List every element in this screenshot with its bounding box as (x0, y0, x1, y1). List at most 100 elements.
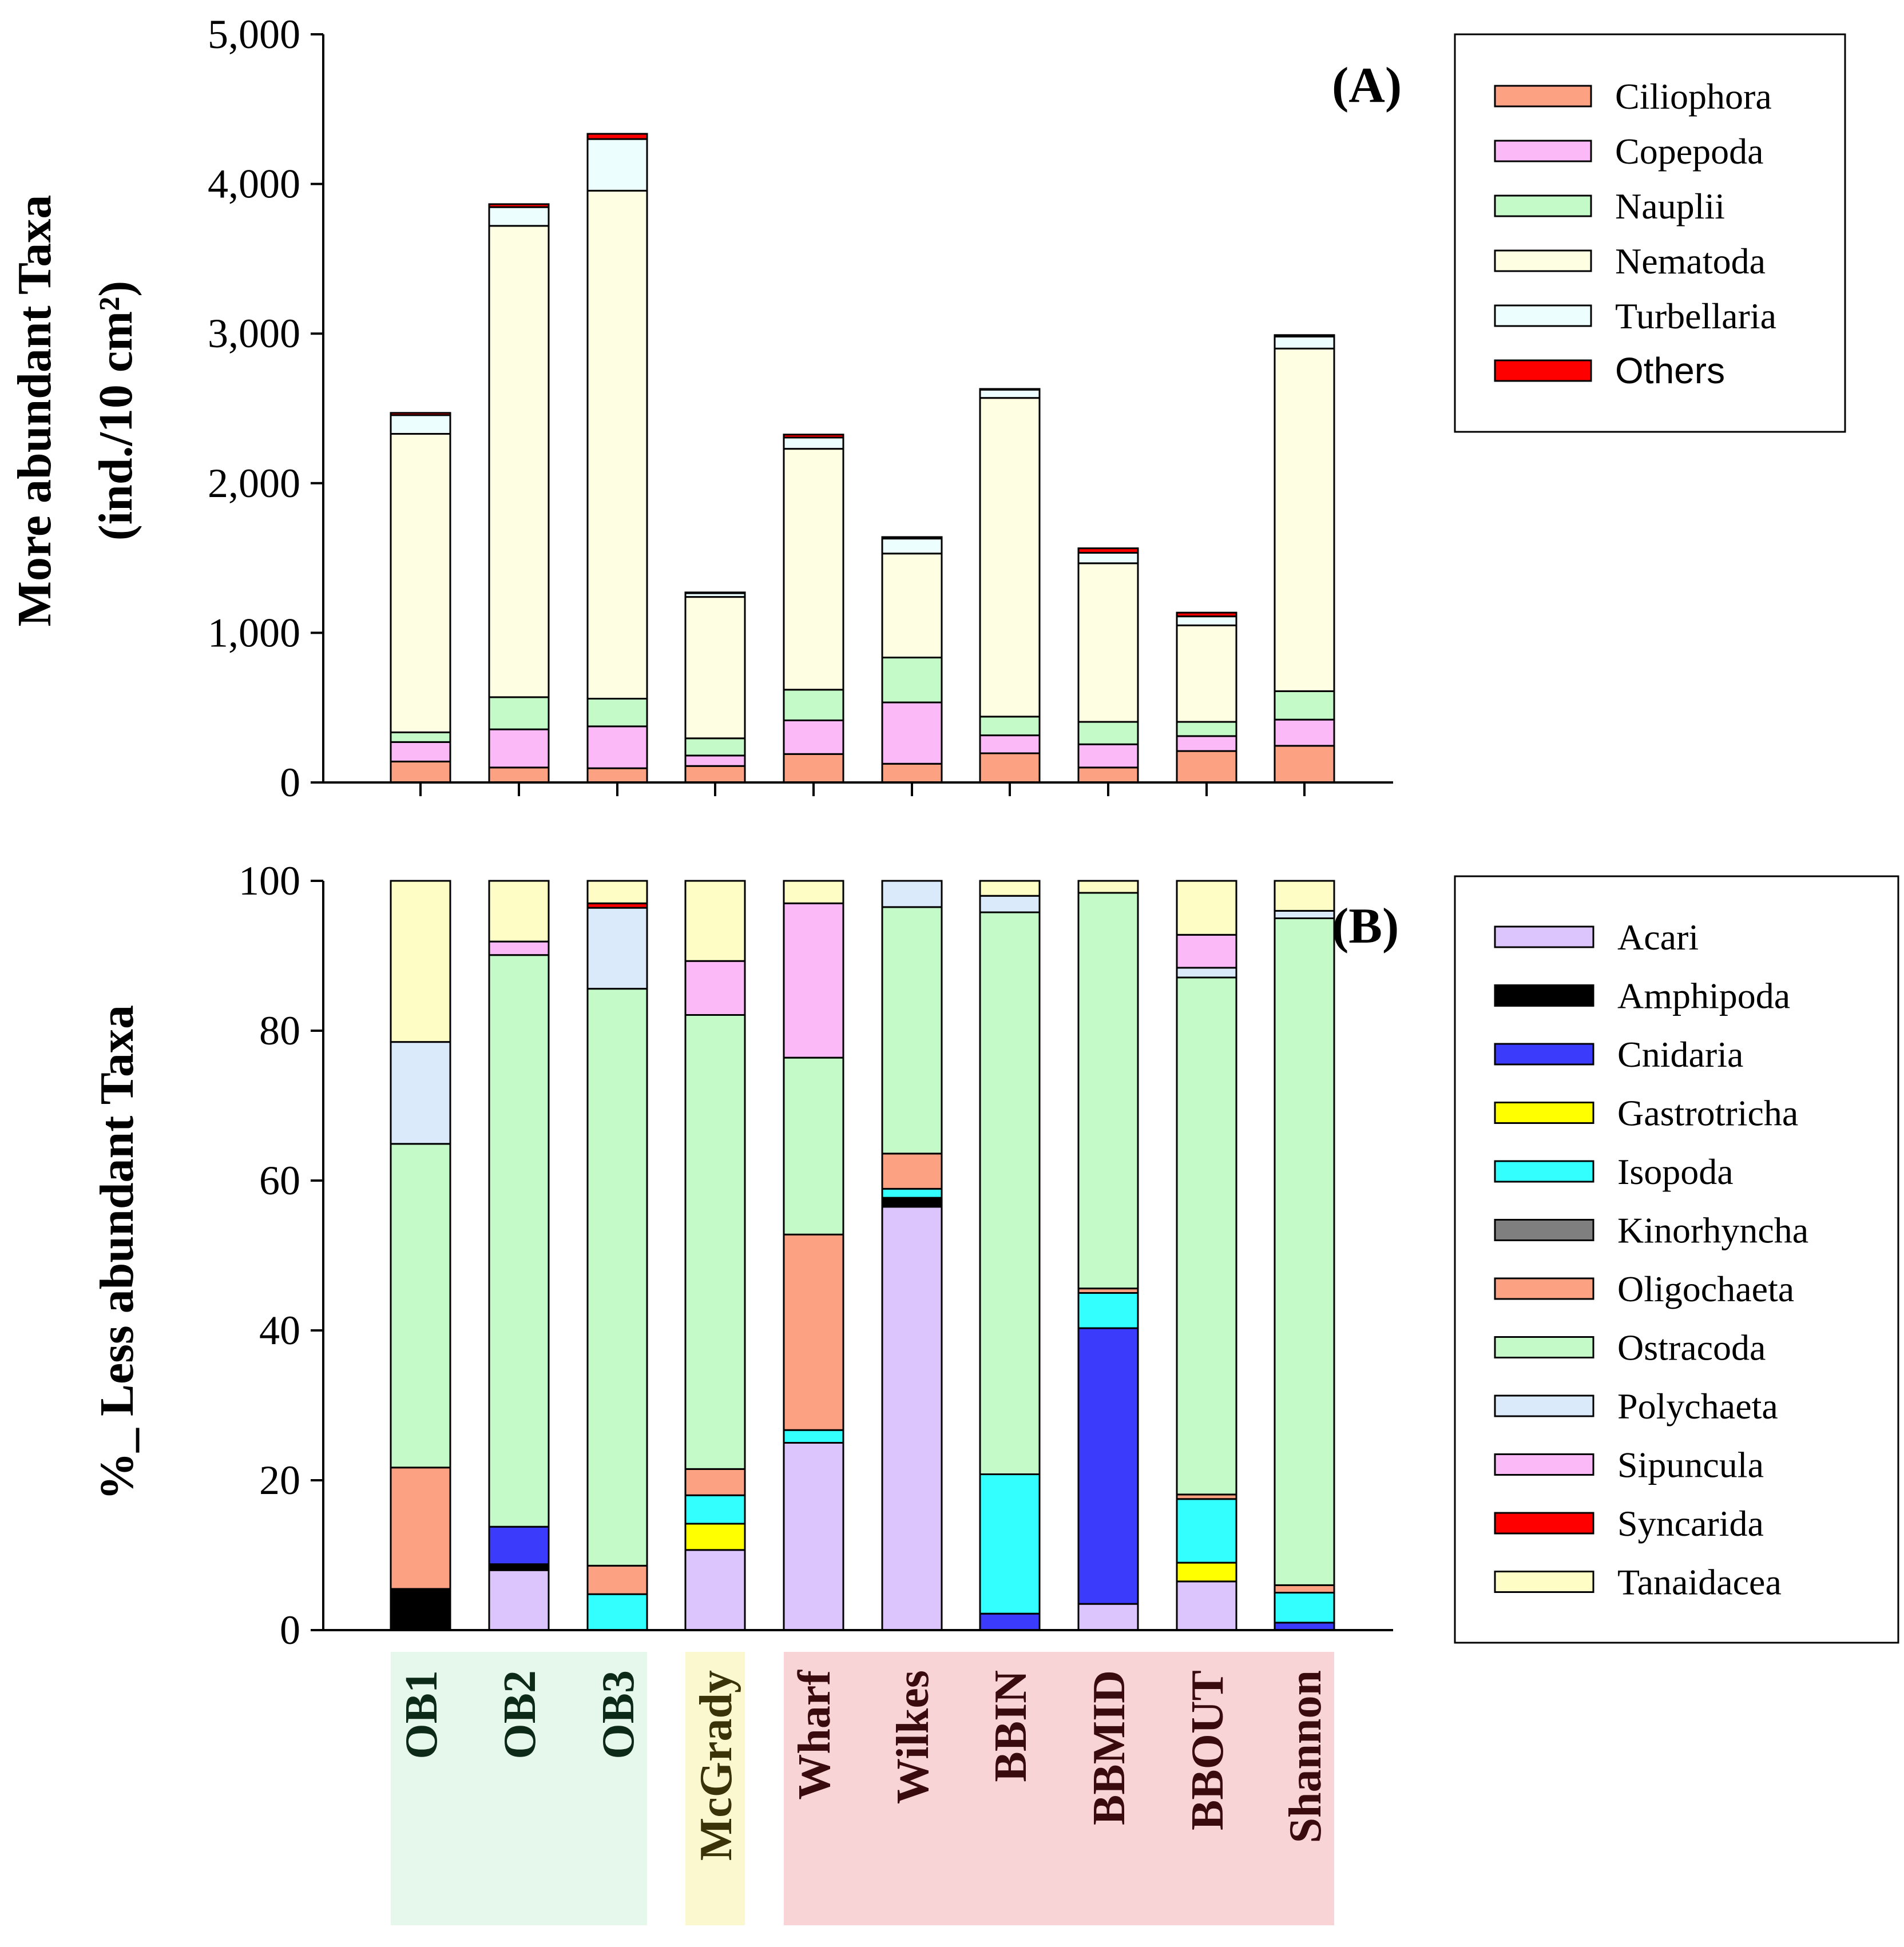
panel-b-bar-bbmid-acari (1077, 1603, 1139, 1631)
panel-b-legend-label-polychaeta: Polychaeta (1617, 1386, 1778, 1427)
x-label-ob1: OB1 (396, 1670, 447, 1759)
panel-b-legend-swatch-oligochaeta (1494, 1277, 1594, 1300)
panel-b-bar-wilkes-amphipoda (881, 1197, 943, 1208)
panel-b-legend-label-ostracoda: Ostracoda (1617, 1328, 1766, 1368)
panel-a-bars (390, 133, 1335, 784)
panel-a-bar-ob3-nematoda (586, 189, 648, 700)
panel-a-bar-wharf-turbellaria (783, 436, 844, 450)
panel-b-bar-bbmid-tanaidacea (1077, 880, 1139, 894)
panel-a-bar-wilkes-nematoda (881, 553, 943, 659)
panel-b-bar-wharf-oligochaeta (783, 1233, 844, 1431)
panel-b-bar-wilkes-oligochaeta (881, 1153, 943, 1190)
panel-b-bar-ob2-sipuncula (488, 940, 550, 956)
panel-b-bar-bbin-tanaidacea (979, 880, 1041, 897)
panel-b-axes: 0 20 40 60 80 100 (239, 858, 1393, 1653)
panel-a-bar-bbout-nauplii (1176, 721, 1237, 737)
panel-b-bar-ob2-acari (488, 1569, 550, 1631)
panel-b-bar-wilkes-isopoda (881, 1187, 943, 1199)
panel-a-bar-bbout-ciliophora (1176, 750, 1237, 784)
panel-a-bar-bbmid-nauplii (1077, 721, 1139, 745)
panel-b-bar-ob1-oligochaeta (390, 1467, 451, 1590)
panel-a-bar-wilkes-others (881, 536, 943, 540)
panel-b-legend-swatch-acari (1494, 925, 1594, 948)
panel-b-ytick-label: 60 (259, 1158, 300, 1203)
panel-b-bar-bbin-isopoda (979, 1473, 1041, 1615)
panel-a-bar-bbout-turbellaria (1176, 615, 1237, 626)
panel-b-bars (390, 880, 1335, 1631)
panel-a-bar-bbin-copepoda (979, 734, 1041, 754)
panel-a-bar-shannon-ciliophora (1274, 745, 1335, 784)
panel-b-bar-ob3-isopoda (586, 1593, 648, 1631)
panel-b-bar-shannon-oligochaeta (1274, 1584, 1335, 1594)
panel-a-ytick-label: 4,000 (208, 161, 300, 207)
panel-b-bar-ob3-tanaidacea (586, 880, 648, 904)
panel-a-ytick-label: 5,000 (208, 11, 300, 57)
panel-b-legend-label-isopoda: Isopoda (1617, 1151, 1734, 1192)
panel-a-legend-swatch-nauplii (1494, 194, 1592, 217)
panel-a-bar-wharf-nauplii (783, 689, 844, 721)
panel-a-bar-bbmid-copepoda (1077, 743, 1139, 769)
panel-b-legend-label-kinorhyncha: Kinorhyncha (1617, 1210, 1808, 1251)
x-label-mcgrady: McGrady (691, 1670, 741, 1861)
panel-b-bar-bbin-cnidaria (979, 1612, 1041, 1631)
panel-a-bar-shannon-nauplii (1274, 690, 1335, 721)
x-label-ob3: OB3 (593, 1670, 644, 1759)
x-label-bbin: BBIN (986, 1670, 1036, 1782)
panel-b-bar-mcgrady-gastrotricha (684, 1523, 746, 1551)
panel-a-bar-bbin-nauplii (979, 716, 1041, 737)
panel-b-legend-swatch-ostracoda (1494, 1336, 1594, 1358)
panel-b-legend-swatch-syncarida (1494, 1512, 1594, 1535)
panel-a-legend-label-others: Others (1615, 350, 1725, 391)
panel-a-legend-label-ciliophora: Ciliophora (1615, 76, 1772, 117)
panel-b-bar-wilkes-polychaeta (881, 880, 943, 908)
panel-a-bar-shannon-nematoda (1274, 347, 1335, 692)
panel-b-legend-label-sipuncula: Sipuncula (1617, 1445, 1764, 1485)
panel-b-legend-label-syncarida: Syncarida (1617, 1503, 1764, 1544)
panel-b-bar-mcgrady-isopoda (684, 1494, 746, 1525)
panel-a-bar-ob1-nauplii (390, 731, 451, 743)
panel-a-bar-mcgrady-nauplii (684, 737, 746, 757)
panel-b-bar-wharf-acari (783, 1442, 844, 1631)
panel-b-bar-ob2-tanaidacea (488, 880, 550, 943)
panel-b-legend: Acari Amphipoda Cnidaria Gastrotricha Isopod… (1454, 875, 1899, 1644)
panel-b-bar-wharf-sipuncula (783, 902, 844, 1059)
panel-b-bar-bbmid-cnidaria (1077, 1327, 1139, 1605)
panel-a-bar-wharf-nematoda (783, 448, 844, 691)
panel-a-legend: Ciliophora Copepoda Nauplii Nematoda Turbell… (1454, 33, 1846, 433)
panel-b-bar-shannon-tanaidacea (1274, 880, 1335, 912)
panel-a-bar-bbin-others (979, 388, 1041, 391)
panel-b-bar-ob1-amphipoda (390, 1588, 451, 1631)
panel-a-legend-swatch-ciliophora (1494, 85, 1592, 108)
panel-b-bar-wharf-ostracoda (783, 1056, 844, 1235)
panel-b-bar-ob2-ostracoda (488, 954, 550, 1528)
panel-b-bar-mcgrady-oligochaeta (684, 1468, 746, 1496)
panel-a-bar-bbmid-turbellaria (1077, 551, 1139, 565)
panel-a-bar-ob2-nematoda (488, 225, 550, 698)
panel-b-legend-swatch-sipuncula (1494, 1453, 1594, 1476)
x-label-bbmid: BBMID (1084, 1670, 1135, 1825)
panel-b-legend-swatch-polychaeta (1494, 1394, 1594, 1417)
panel-a-bar-mcgrady-nematoda (684, 596, 746, 740)
panel-a-bar-ob3-others (586, 133, 648, 140)
panel-b-bar-ob3-polychaeta (586, 907, 648, 990)
panel-a-bar-ob3-nauplii (586, 698, 648, 728)
x-label-ob2: OB2 (495, 1670, 545, 1759)
site-group-band-open-beach-sites (391, 1652, 647, 1925)
panel-a-bar-bbmid-others (1077, 547, 1139, 554)
panel-b-bar-bbmid-isopoda (1077, 1292, 1139, 1329)
x-label-bbout: BBOUT (1183, 1670, 1233, 1830)
panel-a-ytick-label: 3,000 (208, 311, 300, 356)
panel-b-bar-bbmid-ostracoda (1077, 892, 1139, 1290)
panel-b-bar-shannon-ostracoda (1274, 917, 1335, 1586)
panel-a-bar-ob1-nematoda (390, 432, 451, 733)
panel-a-bar-ob1-turbellaria (390, 414, 451, 435)
panel-a-ylabel-line1: More abundant Taxa (8, 195, 61, 627)
panel-a-legend-swatch-turbellaria (1494, 304, 1592, 327)
panel-b-bar-shannon-isopoda (1274, 1592, 1335, 1624)
panel-a-bar-bbin-ciliophora (979, 752, 1041, 784)
panel-a-bar-ob3-copepoda (586, 725, 648, 769)
panel-a-bar-shannon-turbellaria (1274, 335, 1335, 349)
x-label-shannon: Shannon (1280, 1670, 1331, 1843)
panel-b-bar-wilkes-ostracoda (881, 906, 943, 1155)
panel-b-ytick-label: 0 (280, 1607, 300, 1653)
